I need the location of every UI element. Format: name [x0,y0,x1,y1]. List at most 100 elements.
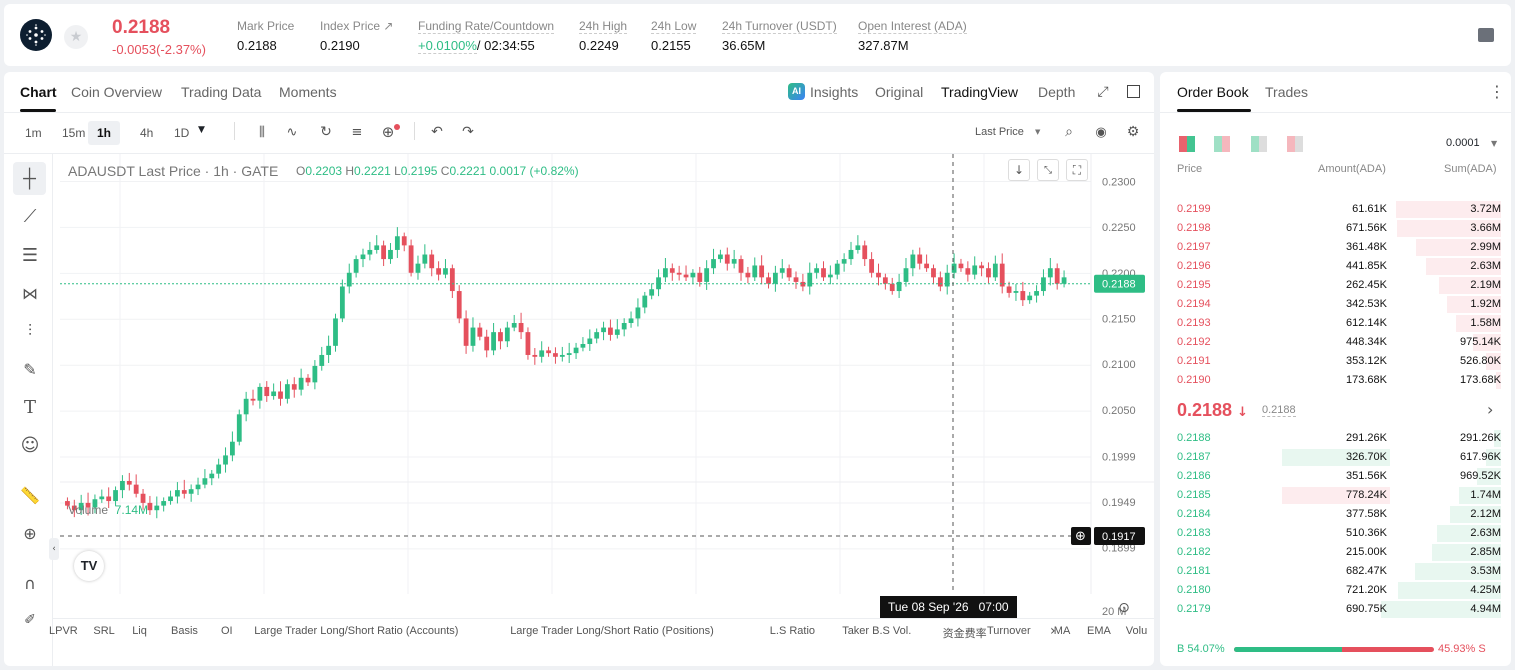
ask-row[interactable]: 0.2193 612.14K 1.58M [1160,314,1511,333]
tab-trades[interactable]: Trades [1265,84,1309,100]
view-both-icon[interactable] [1179,136,1195,152]
volume-axis-label: 20 M [1102,606,1126,618]
mid-expand-icon[interactable]: › [1487,400,1494,419]
indicator-7[interactable]: L.S Ratio [769,625,816,637]
indicator-9[interactable]: 资金费率 [942,628,987,640]
trend-line-tool-icon[interactable]: ⟋ [23,205,37,227]
ask-row[interactable]: 0.2195 262.45K 2.19M [1160,276,1511,295]
tab-coin-overview[interactable]: Coin Overview [71,84,163,100]
indicator-6[interactable]: Large Trader Long/Short Ratio (Positions… [510,625,714,637]
view-tab-tradingview[interactable]: TradingView [941,84,1019,100]
emoji-tool-icon[interactable]: ☺ [20,434,40,456]
tab-trading-data[interactable]: Trading Data [181,84,262,100]
ask-row[interactable]: 0.2194 342.53K 1.92M [1160,295,1511,314]
bid-row[interactable]: 0.2187 326.70K 617.96K [1160,448,1511,467]
ruler-tool-icon[interactable]: 📏 [20,485,40,505]
interval-dropdown-icon[interactable]: ▼ [198,125,205,135]
interval-1m[interactable]: 1m [25,126,42,140]
indicator-5[interactable]: Large Trader Long/Short Ratio (Accounts) [254,625,459,637]
interval-1h[interactable]: 1h [88,121,121,145]
search-icon[interactable]: ⌕ [1065,124,1073,140]
indicator-8[interactable]: Taker B.S Vol. [842,625,912,637]
camera-icon[interactable]: ◉ [1095,124,1107,140]
book-icon[interactable] [1478,28,1494,42]
settings-gear-icon[interactable]: ⚙ [1126,124,1140,140]
ask-row[interactable]: 0.2192 448.34K 975.14K [1160,333,1511,352]
expand-icon[interactable]: ⤢ [1097,84,1109,100]
indicator-11[interactable]: MA [1053,625,1071,637]
precision-select[interactable]: 0.0001 [1446,137,1480,149]
pencil-lock-icon[interactable]: ✐ [24,612,36,628]
ask-row[interactable]: 0.2196 441.85K 2.63M [1160,257,1511,276]
ask-sum: 1.92M [1470,298,1501,310]
ask-row[interactable]: 0.2191 353.12K 526.80K [1160,352,1511,371]
ask-row[interactable]: 0.2198 671.56K 3.66M [1160,219,1511,238]
view-tab-original[interactable]: Original [875,84,924,100]
bid-row[interactable]: 0.2188 291.26K 291.26K [1160,429,1511,448]
interval-4h[interactable]: 4h [140,126,154,140]
candle-type-icon[interactable]: ⫼ [259,124,265,140]
view-depth-icon[interactable] [1287,136,1303,152]
bid-row[interactable]: 0.2185 778.24K 1.74M [1160,486,1511,505]
templates-icon[interactable]: ≡ [351,124,363,140]
indicator-12[interactable]: EMA [1087,625,1111,637]
ask-row[interactable]: 0.2199 61.61K 3.72M [1160,200,1511,219]
candle-body [793,277,799,282]
crosshair-tool-icon[interactable]: ┼ [13,162,46,195]
indicator-0[interactable]: LPVR [49,625,78,637]
candle-body [656,277,661,290]
screen-icon[interactable]: ⛶ [1066,159,1088,181]
bid-row[interactable]: 0.2179 690.75K 4.94M [1160,600,1511,619]
replay-icon[interactable]: ↻ [320,124,332,140]
price-axis-label: 0.2300 [1102,176,1136,188]
horizontal-lines-tool-icon[interactable]: ☰ [21,244,39,266]
scroll-down-icon[interactable]: ↓ [1008,159,1030,181]
indicator-10[interactable]: Turnover [987,625,1031,637]
bid-row[interactable]: 0.2180 721.20K 4.25M [1160,581,1511,600]
indicators-next-icon[interactable]: › [1050,623,1056,639]
crosshair-price-text: 0.1917 [1102,531,1136,543]
ask-row[interactable]: 0.2197 361.48K 2.99M [1160,238,1511,257]
collapse-icon[interactable]: ⤡ [1037,159,1059,181]
tab-order-book[interactable]: Order Book [1177,84,1249,100]
reset-chart-icon[interactable]: ⊙ [1118,600,1130,616]
interval-15m[interactable]: 15m [62,126,86,140]
indicator-3[interactable]: Basis [171,625,198,637]
view-asks-icon[interactable] [1251,136,1267,152]
alert-add-icon[interactable]: ⊕ [381,123,395,141]
bid-row[interactable]: 0.2186 351.56K 969.52K [1160,467,1511,486]
candle-body [539,350,545,357]
tab-chart[interactable]: Chart [20,84,57,100]
bid-row[interactable]: 0.2182 215.00K 2.85M [1160,543,1511,562]
indicator-13[interactable]: Volu [1125,625,1148,637]
view-tab-depth[interactable]: Depth [1038,84,1076,100]
indicator-2[interactable]: Liq [132,625,147,637]
redo-icon[interactable]: ↷ [462,124,474,140]
view-tab-insights[interactable]: Insights [810,84,859,100]
bid-row[interactable]: 0.2183 510.36K 2.63M [1160,524,1511,543]
more-options-icon[interactable]: ⋮ [1489,82,1505,101]
brush-tool-icon[interactable]: ✎ [23,359,37,379]
pattern-tool-icon[interactable]: ⋈ [22,283,38,303]
bid-row[interactable]: 0.2181 682.47K 3.53M [1160,562,1511,581]
zoom-in-tool-icon[interactable]: ⊕ [23,523,37,543]
view-bids-icon[interactable] [1214,136,1230,152]
indicator-4[interactable]: OI [221,625,233,637]
collapse-toolbar-icon[interactable]: ‹ [49,538,59,560]
favorite-star-icon[interactable]: ★ [64,25,88,49]
ask-price: 0.2190 [1177,374,1211,386]
text-tool-icon[interactable]: T [23,396,36,418]
magnet-tool-icon[interactable]: ∩ [24,573,36,593]
ask-row[interactable]: 0.2190 173.68K 173.68K [1160,371,1511,390]
tab-moments[interactable]: Moments [279,84,337,100]
undo-icon[interactable]: ↶ [431,124,443,140]
fib-tool-icon[interactable]: ⫶ [27,321,32,340]
bid-row[interactable]: 0.2184 377.58K 2.12M [1160,505,1511,524]
price-chart[interactable]: 0.23000.22500.22000.21500.21000.20500.19… [60,154,1154,624]
ai-insights-icon[interactable]: AI [788,83,805,100]
last-price-select[interactable]: Last Price [975,126,1024,138]
indicators-icon[interactable]: ∿ [286,124,298,140]
indicator-1[interactable]: SRL [93,625,115,637]
interval-1D[interactable]: 1D [174,126,190,140]
window-icon[interactable] [1127,85,1140,98]
